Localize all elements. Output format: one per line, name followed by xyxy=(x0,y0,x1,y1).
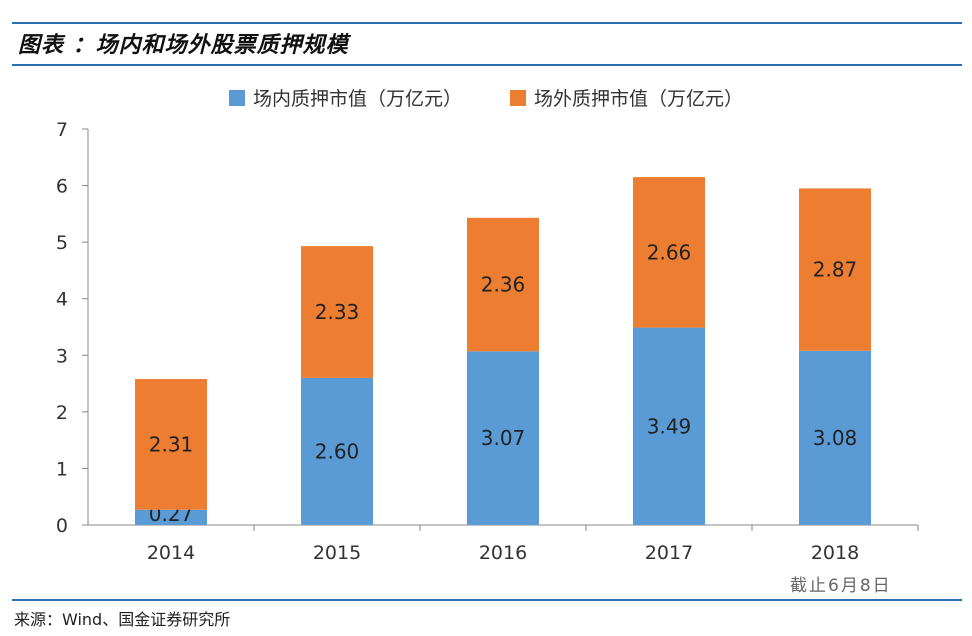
x-tick-label: 2017 xyxy=(645,542,693,564)
y-tick-label: 5 xyxy=(56,232,68,254)
x-tick-label: 2015 xyxy=(313,542,361,564)
bar-segment xyxy=(467,217,539,352)
bar-segment xyxy=(135,379,207,510)
x-tick-label: 2018 xyxy=(811,542,859,564)
legend-swatch-inside xyxy=(228,89,245,106)
title-rule xyxy=(12,64,962,66)
y-tick-label: 2 xyxy=(56,402,68,424)
data-label: 2.33 xyxy=(315,300,360,324)
bar-segment xyxy=(633,327,705,525)
y-tick-label: 6 xyxy=(56,176,68,198)
data-label: 2.87 xyxy=(813,258,858,282)
bar-segment xyxy=(301,246,373,378)
legend-swatch-outside xyxy=(510,89,526,106)
y-tick-label: 4 xyxy=(56,289,68,311)
bar-segment xyxy=(135,509,207,525)
data-label: 2.31 xyxy=(149,432,194,456)
legend-label-inside: 场内质押市值（万亿元） xyxy=(252,88,462,110)
data-label: 3.07 xyxy=(481,426,526,450)
y-tick-label: 1 xyxy=(56,458,68,480)
data-label: 2.60 xyxy=(315,439,360,463)
bar-segment xyxy=(301,377,373,525)
top-rule xyxy=(12,22,962,24)
data-label: 3.49 xyxy=(647,414,692,438)
chart-title: 图表 ：场内和场外股票质押规模 xyxy=(18,33,349,58)
bar-segment xyxy=(799,188,871,351)
date-stamp: 截止6月8日 xyxy=(790,576,892,596)
legend-label-outside: 场外质押市值（万亿元） xyxy=(534,88,744,110)
y-tick-label: 0 xyxy=(56,515,68,537)
legend: 场内质押市值（万亿元） 场外质押市值（万亿元） xyxy=(0,84,972,111)
data-label: 3.08 xyxy=(813,426,858,450)
bar-segment xyxy=(799,350,871,525)
bar-segment xyxy=(633,177,705,328)
legend-item-inside: 场内质押市值（万亿元） xyxy=(228,84,462,111)
data-label: 2.66 xyxy=(647,240,692,264)
bottom-rule xyxy=(12,599,962,601)
x-tick-label: 2014 xyxy=(147,542,195,564)
bar-segment xyxy=(467,351,539,525)
x-tick-label: 2016 xyxy=(479,542,527,564)
y-tick-label: 7 xyxy=(56,119,68,141)
legend-item-outside: 场外质押市值（万亿元） xyxy=(510,84,743,111)
y-tick-label: 3 xyxy=(56,345,68,367)
data-label: 2.36 xyxy=(481,273,526,297)
source-note: 来源：Wind、国金证券研究所 xyxy=(14,610,231,629)
